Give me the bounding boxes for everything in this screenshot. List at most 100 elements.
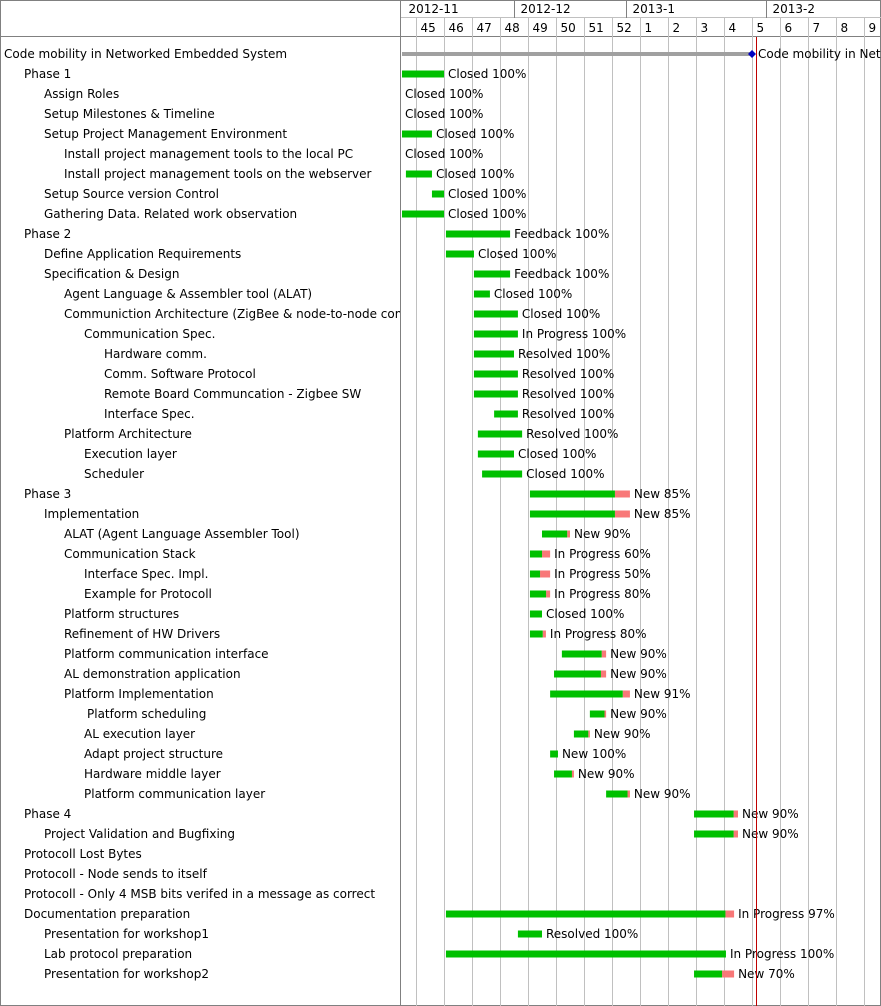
week-label: 6 <box>785 21 793 35</box>
bar-status-label: New 90% <box>610 707 667 721</box>
week-label: 51 <box>589 21 604 35</box>
bar-done <box>402 210 444 218</box>
task-name: Example for Protocoll <box>84 587 212 601</box>
bar-done <box>529 510 615 518</box>
task-name: Comm. Software Protocol <box>104 367 256 381</box>
bar-status-label: Closed 100% <box>546 607 624 621</box>
bar-status-label: New 85% <box>634 507 691 521</box>
bar-status-label: Closed 100% <box>522 307 600 321</box>
bar-remaining <box>614 510 630 518</box>
task-name: Setup Source version Control <box>44 187 219 201</box>
bar-status-label: New 90% <box>742 807 799 821</box>
bar-done <box>402 70 444 78</box>
bar-remaining <box>571 770 574 778</box>
bar-status-label: Resolved 100% <box>522 387 614 401</box>
bar-status-label: New 91% <box>634 687 691 701</box>
task-name: Phase 4 <box>24 807 71 821</box>
week-label: 48 <box>505 21 520 35</box>
bar-status-label: In Progress 97% <box>738 907 835 921</box>
bar-remaining <box>733 830 738 838</box>
task-name: Implementation <box>44 507 139 521</box>
milestone-diamond <box>748 50 756 58</box>
bar-done <box>473 310 518 318</box>
month-label: 2013-2 <box>773 2 816 16</box>
bar-status-label: Closed 100% <box>405 107 483 121</box>
bar-done <box>402 130 432 138</box>
task-name: Setup Milestones & Timeline <box>44 107 215 121</box>
bar-done <box>606 790 628 798</box>
bar-status-label: In Progress 100% <box>730 947 834 961</box>
bar-status-label: New 100% <box>562 747 626 761</box>
week-label: 4 <box>729 21 737 35</box>
task-name: Communication Stack <box>64 547 196 561</box>
task-name: Protocoll Lost Bytes <box>24 847 142 861</box>
task-bars: Code mobility in Networked Embedded Syst… <box>402 47 881 981</box>
bar-status-label: Resolved 100% <box>526 427 618 441</box>
week-label: 49 <box>533 21 548 35</box>
task-name: Platform communication interface <box>64 647 269 661</box>
bar-done <box>550 690 623 698</box>
bar-status-label: Closed 100% <box>448 187 526 201</box>
task-name: ALAT (Agent Language Assembler Tool) <box>64 527 300 541</box>
bar-done <box>445 950 726 958</box>
week-label: 3 <box>701 21 709 35</box>
bar-done <box>445 230 511 238</box>
bar-done <box>550 750 558 758</box>
task-name: AL execution layer <box>84 727 195 741</box>
bar-status-label: Resolved 100% <box>518 347 610 361</box>
week-label: 50 <box>561 21 576 35</box>
bar-status-label: New 85% <box>634 487 691 501</box>
task-name: Hardware comm. <box>104 347 207 361</box>
month-label: 2012-11 <box>409 2 459 16</box>
bar-status-label: Closed 100% <box>478 247 556 261</box>
bar-status-label: Resolved 100% <box>522 407 614 421</box>
bar-status-label: Closed 100% <box>436 167 514 181</box>
task-name: Agent Language & Assembler tool (ALAT) <box>64 287 312 301</box>
bar-done <box>445 250 474 258</box>
month-label: 2012-12 <box>521 2 571 16</box>
bar-status-label: Resolved 100% <box>522 367 614 381</box>
task-name: Gathering Data. Related work observation <box>44 207 297 221</box>
bar-remaining <box>542 630 546 638</box>
task-name: Platform Architecture <box>64 427 192 441</box>
bar-done <box>482 470 523 478</box>
bar-status-label: New 90% <box>578 767 635 781</box>
task-name: Phase 1 <box>24 67 71 81</box>
bar-status-label: Closed 100% <box>448 67 526 81</box>
task-name: Interface Spec. <box>104 407 195 421</box>
task-name: Platform scheduling <box>87 707 206 721</box>
bar-done <box>694 810 734 818</box>
bar-status-label: Feedback 100% <box>514 267 609 281</box>
task-name: Documentation preparation <box>24 907 190 921</box>
week-label: 2 <box>673 21 681 35</box>
bar-done <box>542 530 568 538</box>
task-name: Hardware middle layer <box>84 767 221 781</box>
bar-done <box>694 970 723 978</box>
bar-remaining <box>567 530 570 538</box>
bar-status-label: New 90% <box>634 787 691 801</box>
bar-remaining <box>622 690 630 698</box>
bar-remaining <box>588 730 590 738</box>
bar-status-label: In Progress 60% <box>554 547 651 561</box>
week-label: 1 <box>645 21 653 35</box>
bar-remaining <box>600 670 607 678</box>
task-name: Refinement of HW Drivers <box>64 627 220 641</box>
week-label: 8 <box>841 21 849 35</box>
bar-done <box>529 570 541 578</box>
bar-done <box>405 170 432 178</box>
task-name: Interface Spec. Impl. <box>84 567 208 581</box>
task-name: Communiction Architecture (ZigBee & node… <box>64 307 478 321</box>
bar-done <box>473 290 490 298</box>
bar-remaining <box>546 590 551 598</box>
bar-done <box>445 910 726 918</box>
week-label: 45 <box>421 21 436 35</box>
task-labels: Code mobility in Networked Embedded Syst… <box>4 47 478 981</box>
task-name: Assign Roles <box>44 87 119 101</box>
task-name: Execution layer <box>84 447 177 461</box>
bar-remaining <box>601 650 607 658</box>
week-label: 52 <box>617 21 632 35</box>
bar-status-label: New 90% <box>610 667 667 681</box>
bar-done <box>473 350 514 358</box>
